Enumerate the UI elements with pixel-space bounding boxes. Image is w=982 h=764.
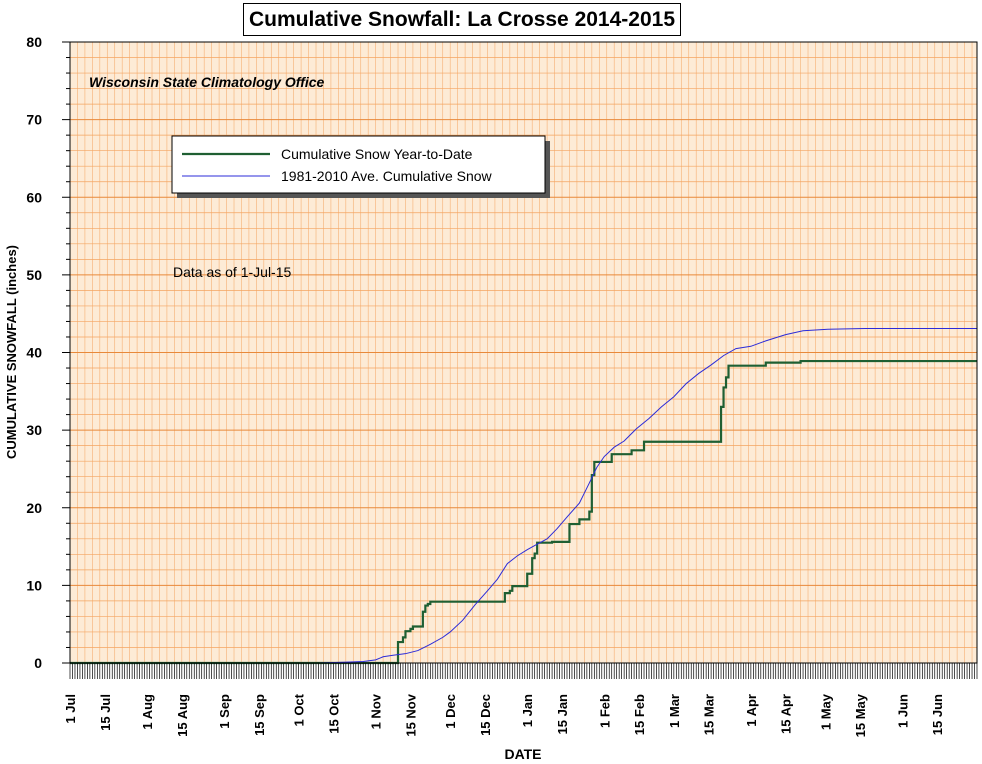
legend-label: 1981-2010 Ave. Cumulative Snow: [281, 168, 493, 184]
x-tick-label: 15 Apr: [779, 694, 794, 734]
x-tick-label: 1 Mar: [667, 694, 682, 728]
x-tick-label: 15 Feb: [632, 694, 647, 735]
x-tick-label: 15 Nov: [403, 693, 418, 736]
x-tick-label: 15 Sep: [252, 694, 267, 736]
x-axis-label: DATE: [504, 746, 541, 762]
x-minor-ticks: [69, 663, 978, 679]
x-tick-label: 15 Jan: [555, 694, 570, 735]
series-line-ytd: [70, 359, 977, 665]
x-tick-label: 1 Nov: [369, 693, 384, 729]
x-tick-label: 15 Jul: [98, 694, 113, 731]
chart-title-box: Cumulative Snowfall: La Crosse 2014-2015: [243, 3, 681, 36]
x-tick-label: 1 May: [818, 693, 833, 730]
x-tick-label: 15 Mar: [702, 694, 717, 735]
data-date-annotation: Data as of 1-Jul-15: [173, 264, 291, 280]
y-tick-label: 30: [26, 422, 42, 438]
y-tick-label: 10: [26, 577, 42, 593]
y-axis: 0 10 20 30 40 50 60 70 80: [26, 34, 70, 671]
series-line-average: [70, 327, 977, 664]
legend: Cumulative Snow Year-to-Date 1981-2010 Av…: [171, 135, 550, 198]
x-tick-label: 1 Oct: [292, 693, 307, 726]
x-tick-label: 1 Jan: [520, 694, 535, 727]
x-tick-label: 1 Feb: [597, 694, 612, 728]
y-tick-label: 40: [26, 345, 42, 361]
legend-label: Cumulative Snow Year-to-Date: [281, 146, 473, 162]
x-tick-label: 15 Aug: [175, 694, 190, 737]
x-tick-label: 15 May: [853, 693, 868, 737]
x-tick-label: 15 Oct: [326, 693, 341, 733]
x-axis: 1 Jul 15 Jul 1 Aug 15 Aug 1 Sep 15 Sep 1 Oct 15…: [63, 663, 978, 737]
y-tick-label: 50: [26, 267, 42, 283]
chart-title: Cumulative Snowfall: La Crosse 2014-2015: [249, 7, 675, 31]
legend-box: [171, 135, 546, 194]
y-tick-label: 80: [26, 34, 42, 50]
x-tick-label: 15 Dec: [478, 694, 493, 736]
y-axis-label: CUMULATIVE SNOWFALL (inches): [4, 245, 19, 459]
y-tick-label: 70: [26, 112, 42, 128]
x-tick-label: 1 Aug: [140, 694, 155, 730]
subtitle: Wisconsin State Climatology Office: [89, 74, 325, 90]
y-tick-label: 20: [26, 500, 42, 516]
x-tick-label: 1 Sep: [217, 694, 232, 729]
x-tick-label: 1 Apr: [744, 694, 759, 727]
y-tick-label: 60: [26, 189, 42, 205]
data-series: [70, 327, 977, 665]
x-tick-label: 1 Jun: [895, 694, 910, 728]
x-tick-label: 15 Jun: [930, 694, 945, 735]
x-tick-label: 1 Jul: [63, 694, 78, 724]
grid-lines: [70, 42, 977, 663]
y-tick-label: 0: [34, 655, 42, 671]
x-tick-label: 1 Dec: [443, 694, 458, 729]
